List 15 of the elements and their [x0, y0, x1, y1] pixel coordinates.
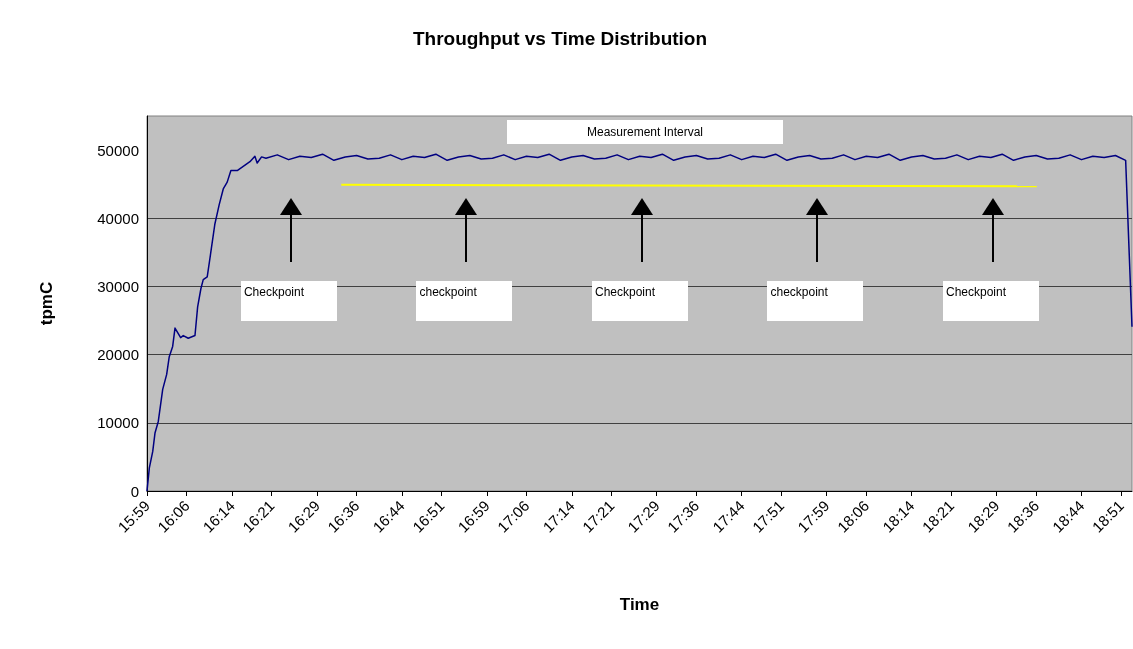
label-box: Measurement Interval: [507, 120, 783, 144]
y-axis-title: tpmC: [37, 281, 56, 326]
y-tick-label: 30000: [97, 277, 139, 295]
label-box: checkpoint: [767, 281, 864, 321]
label-box: checkpoint: [416, 281, 513, 321]
label-box: Checkpoint: [591, 281, 688, 321]
y-tick-label: 10000: [97, 414, 139, 432]
y-tick-label: 50000: [97, 141, 139, 159]
x-axis-title: Time: [619, 595, 660, 614]
y-tick-label: 0: [130, 482, 139, 500]
chart-title: Throughput vs Time Distribution: [412, 28, 708, 49]
y-tick-label: 40000: [97, 209, 139, 227]
label-box: Checkpoint: [240, 281, 337, 321]
y-tick-label: 20000: [97, 346, 139, 364]
label-box: Checkpoint: [943, 281, 1039, 321]
